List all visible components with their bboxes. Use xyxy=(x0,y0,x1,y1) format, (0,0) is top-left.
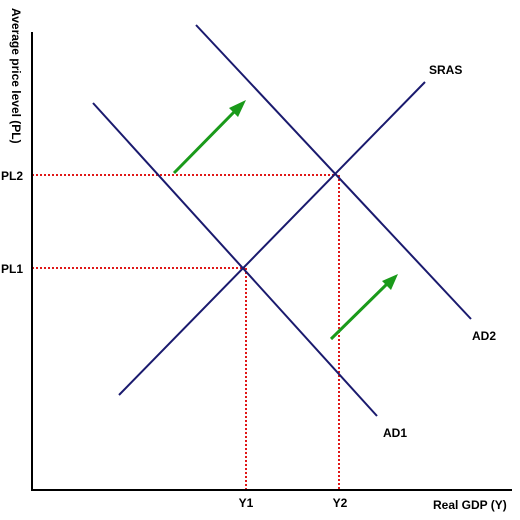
pl1-label: PL1 xyxy=(1,262,23,276)
ad1-curve xyxy=(92,102,378,417)
sras-label: SRAS xyxy=(429,63,462,77)
y2-label: Y2 xyxy=(333,496,348,510)
shift-arrow-upper-head xyxy=(229,100,246,117)
ad2-curve xyxy=(195,24,472,320)
curves xyxy=(92,24,472,417)
ad1-label: AD1 xyxy=(383,426,407,440)
y-axis-label: Average price level (PL) xyxy=(9,8,23,144)
shift-arrow-upper xyxy=(172,108,238,175)
x-axis-label: Real GDP (Y) xyxy=(433,498,507,512)
pl2-label: PL2 xyxy=(1,169,23,183)
shift-arrow-lower-head xyxy=(382,274,398,290)
guide-lines xyxy=(32,174,340,490)
axes xyxy=(31,32,512,491)
ad2-label: AD2 xyxy=(472,329,496,343)
sras-curve xyxy=(118,81,426,396)
y1-label: Y1 xyxy=(239,496,254,510)
shift-arrow-lower xyxy=(329,280,391,341)
shift-arrows xyxy=(172,100,398,341)
